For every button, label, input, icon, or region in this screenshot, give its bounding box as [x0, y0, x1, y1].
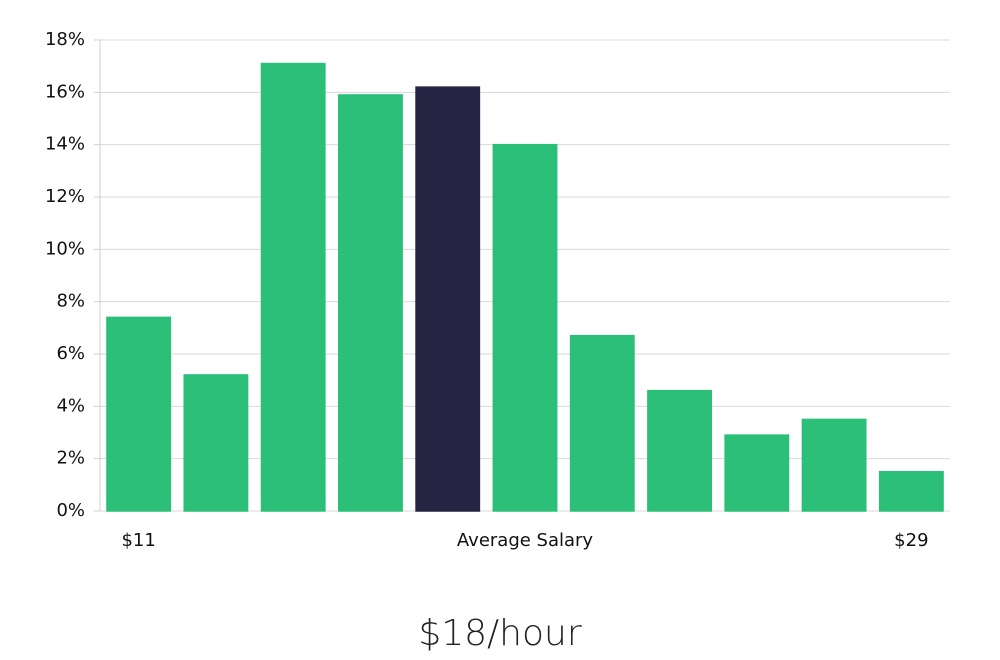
y-tick-label: 12% — [45, 186, 85, 207]
y-tick-label: 6% — [56, 343, 85, 364]
bar — [183, 374, 249, 512]
bar — [338, 94, 403, 512]
y-tick-label: 4% — [56, 395, 85, 416]
bar — [415, 86, 481, 512]
bar — [106, 316, 172, 512]
bar — [492, 143, 558, 512]
y-tick-label: 2% — [56, 448, 85, 469]
x-tick-label: $11 — [121, 530, 155, 551]
chart-subtitle: $18/hour — [418, 613, 582, 654]
y-tick-label: 0% — [56, 500, 85, 521]
bar — [569, 334, 635, 512]
y-tick-label: 16% — [45, 81, 85, 102]
y-tick-label: 8% — [56, 291, 85, 312]
y-tick-label: 10% — [45, 238, 85, 259]
y-tick-label: 18% — [45, 29, 85, 50]
x-tick-label: $29 — [894, 530, 928, 551]
y-tick-label: 14% — [45, 134, 85, 155]
bar — [647, 389, 712, 512]
bar — [801, 418, 867, 512]
bar — [724, 434, 790, 512]
x-tick-label: Average Salary — [457, 530, 594, 551]
bar — [260, 62, 326, 512]
bar — [878, 471, 944, 512]
